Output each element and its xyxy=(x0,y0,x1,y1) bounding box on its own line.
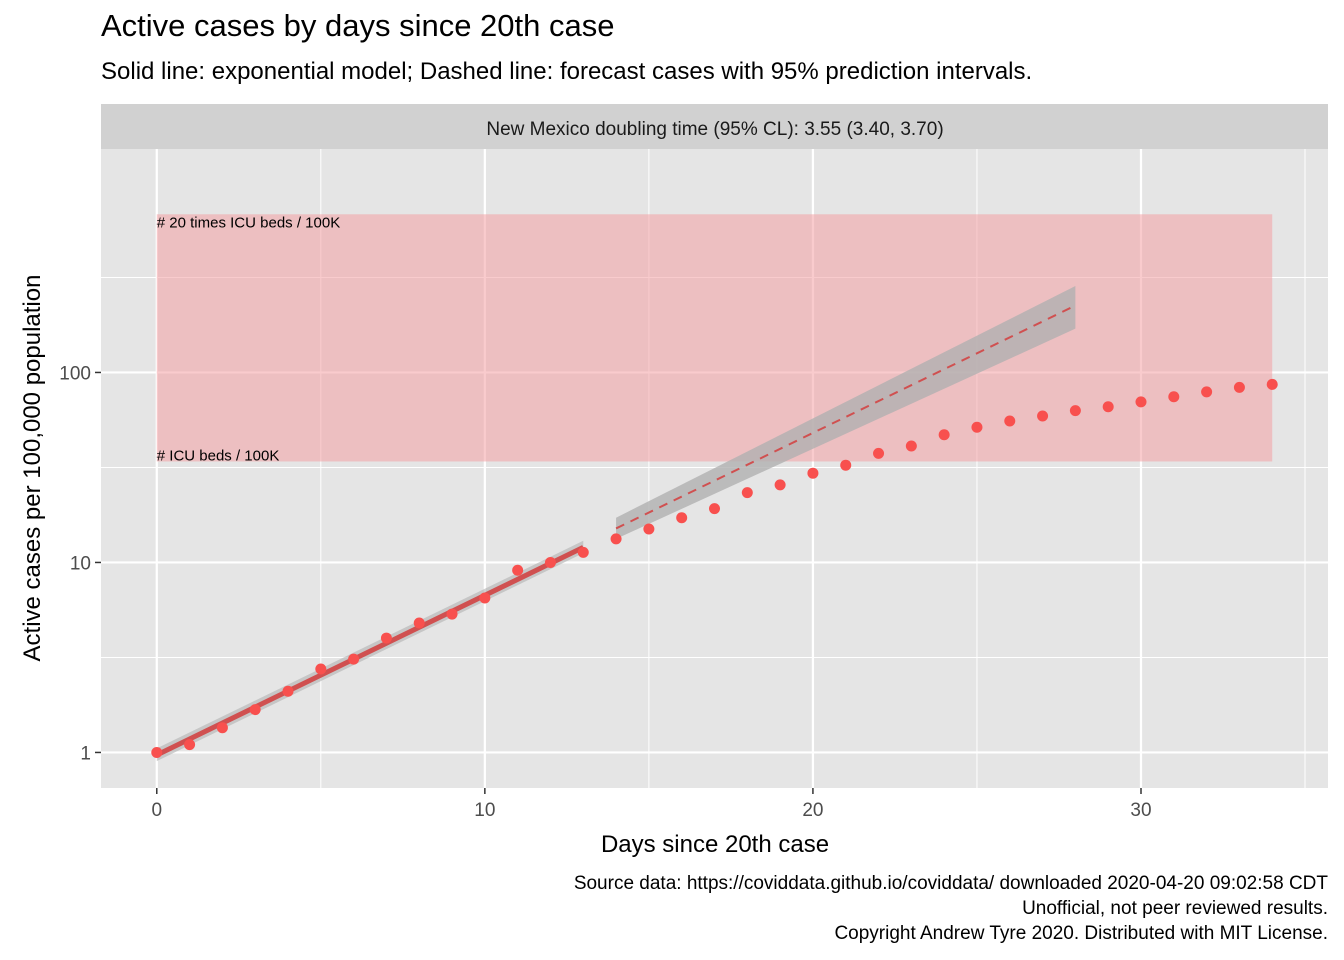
x-tick-label: 20 xyxy=(802,800,823,821)
facet-label: New Mexico doubling time (95% CL): 3.55 … xyxy=(486,119,943,140)
y-axis-label: Active cases per 100,000 population xyxy=(19,275,46,662)
data-point xyxy=(807,467,819,479)
data-point xyxy=(151,746,163,758)
data-point xyxy=(380,632,392,644)
y-tick-label: 10 xyxy=(70,553,91,574)
data-point xyxy=(1233,381,1245,393)
data-point xyxy=(577,546,589,558)
caption-copyright: Copyright Andrew Tyre 2020. Distributed … xyxy=(834,923,1328,944)
data-point xyxy=(741,487,753,499)
data-point xyxy=(315,663,327,675)
model-fit-line xyxy=(155,545,585,758)
caption-unofficial: Unofficial, not peer reviewed results. xyxy=(1022,898,1328,919)
data-point xyxy=(512,564,524,576)
data-point xyxy=(544,556,556,568)
x-axis-label: Days since 20th case xyxy=(601,831,829,858)
forecast-prediction-band xyxy=(616,286,1076,539)
data-point xyxy=(1102,401,1114,413)
data-point xyxy=(676,512,688,524)
x-tick-label: 0 xyxy=(151,800,162,821)
icu-label-bottom: # ICU beds / 100K xyxy=(157,447,280,464)
data-point xyxy=(282,685,294,697)
data-point xyxy=(184,739,196,751)
data-point xyxy=(709,503,720,515)
plot-panel: # 20 times ICU beds / 100K # ICU beds / 1… xyxy=(59,149,1328,821)
data-point xyxy=(249,704,261,716)
x-tick-label: 10 xyxy=(474,800,495,821)
data-point xyxy=(971,421,983,433)
data-point xyxy=(840,459,852,471)
caption-source: Source data: https://coviddata.github.io… xyxy=(573,873,1328,894)
y-tick-label: 100 xyxy=(59,363,91,384)
data-point xyxy=(1168,391,1180,403)
x-tick-label: 30 xyxy=(1130,800,1151,821)
data-point xyxy=(1135,396,1147,408)
data-point xyxy=(643,523,655,535)
data-point xyxy=(1069,405,1081,417)
y-tick-label: 1 xyxy=(80,743,91,764)
data-point xyxy=(1037,410,1049,422)
data-point xyxy=(1201,386,1213,398)
data-point xyxy=(873,447,885,459)
icu-label-top: # 20 times ICU beds / 100K xyxy=(157,214,340,231)
forecast-line xyxy=(615,304,1076,530)
data-point xyxy=(216,722,228,734)
chart-subtitle: Solid line: exponential model; Dashed li… xyxy=(101,58,1033,85)
data-point xyxy=(905,440,917,452)
facet-strip xyxy=(101,104,1328,149)
data-point xyxy=(610,533,622,545)
data-point xyxy=(1266,378,1278,390)
data-point xyxy=(413,617,425,629)
data-point xyxy=(479,592,491,604)
data-point xyxy=(348,653,360,665)
data-point xyxy=(1004,415,1016,427)
data-point xyxy=(774,479,786,491)
data-point xyxy=(446,608,458,620)
chart-title: Active cases by days since 20th case xyxy=(101,8,615,43)
data-point xyxy=(938,429,950,441)
icu-band xyxy=(156,214,1273,462)
